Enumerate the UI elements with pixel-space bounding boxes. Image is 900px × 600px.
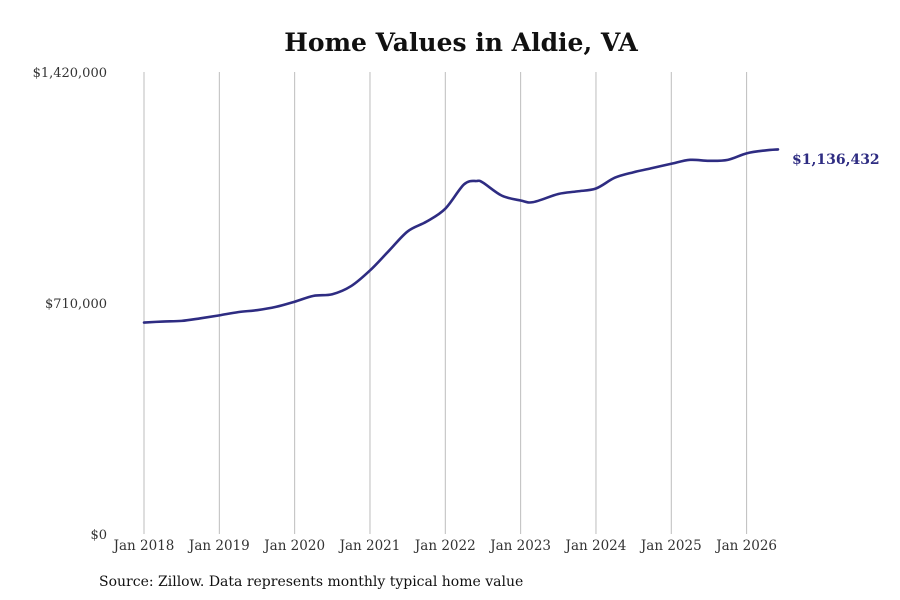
series-line: [142, 148, 780, 324]
y-axis-ticks: $0 $710,000 $1,420,000: [33, 66, 107, 543]
x-tick-label: Jan 2019: [187, 538, 250, 554]
gridlines: [143, 72, 748, 534]
x-axis-ticks: Jan 2018 Jan 2019 Jan 2020 Jan 2021 Jan 2022…: [112, 538, 777, 554]
series-layer: $1,136,432: [142, 148, 880, 324]
x-tick-label: Jan 2021: [338, 538, 401, 554]
x-tick-label: Jan 2025: [639, 538, 702, 554]
y-tick-label: $0: [90, 528, 107, 543]
x-tick-label: Jan 2022: [413, 538, 476, 554]
x-tick-label: Jan 2023: [488, 538, 551, 554]
x-tick-label: Jan 2024: [564, 538, 627, 554]
x-tick-label: Jan 2018: [112, 538, 175, 554]
x-tick-label: Jan 2026: [714, 538, 777, 554]
y-tick-label: $710,000: [45, 297, 107, 312]
source-note: Source: Zillow. Data represents monthly …: [99, 574, 524, 590]
chart-title: Home Values in Aldie, VA: [284, 28, 638, 57]
x-tick-label: Jan 2020: [262, 538, 325, 554]
end-value-label: $1,136,432: [792, 152, 880, 168]
y-tick-label: $1,420,000: [33, 66, 107, 81]
